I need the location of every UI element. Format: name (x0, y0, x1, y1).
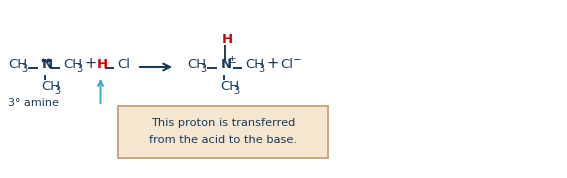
Text: CH: CH (187, 58, 206, 71)
Text: +: + (85, 56, 97, 71)
Text: 3: 3 (54, 85, 60, 96)
Text: ±: ± (228, 55, 236, 65)
FancyBboxPatch shape (118, 106, 328, 158)
Text: CH: CH (220, 80, 239, 93)
Text: CH: CH (8, 58, 27, 71)
Text: 3: 3 (200, 64, 206, 74)
Text: +: + (267, 56, 279, 71)
Text: 3: 3 (258, 64, 264, 74)
Text: CH: CH (41, 80, 60, 93)
Text: N: N (42, 58, 53, 71)
Text: from the acid to the base.: from the acid to the base. (149, 135, 297, 145)
Text: 3: 3 (233, 85, 239, 96)
Text: H: H (222, 33, 232, 46)
Text: 3° amine: 3° amine (8, 98, 59, 108)
Text: N: N (221, 58, 232, 71)
Text: 3: 3 (21, 64, 27, 74)
Text: CH: CH (245, 58, 264, 71)
Text: Cl: Cl (117, 58, 130, 71)
Text: CH: CH (63, 58, 82, 71)
Text: 3: 3 (76, 64, 82, 74)
Text: Cl: Cl (280, 58, 293, 71)
Text: This proton is transferred: This proton is transferred (151, 118, 295, 128)
Text: −: − (293, 55, 302, 65)
Text: H: H (97, 58, 108, 71)
